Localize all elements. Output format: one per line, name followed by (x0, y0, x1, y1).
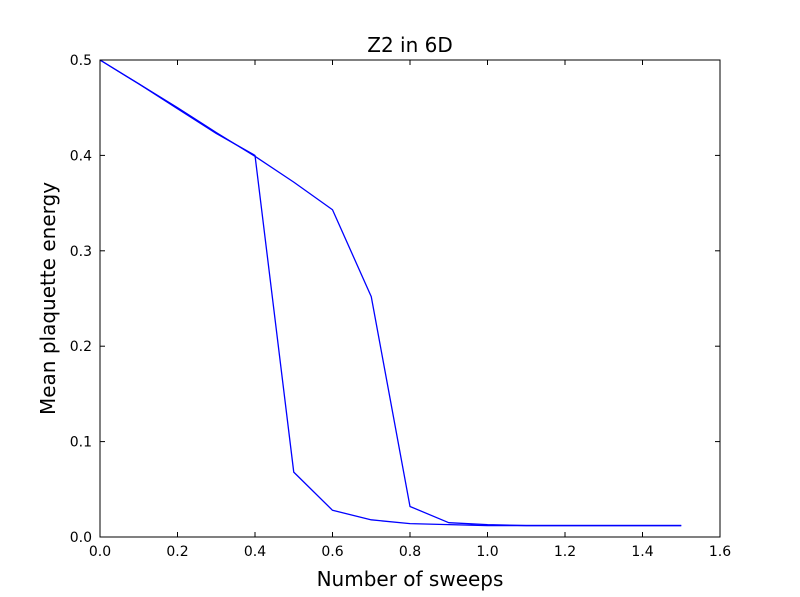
y-axis-ticks: 0.0 0.1 0.2 0.3 0.4 0.5 (70, 53, 720, 546)
series-line-2 (99, 59, 682, 527)
x-tick-label: 0.8 (399, 544, 421, 560)
y-tick-label: 0.3 (70, 244, 92, 260)
x-tick-label: 1.0 (476, 544, 498, 560)
x-tick-label: 1.2 (554, 544, 576, 560)
y-tick-label: 0.0 (70, 530, 92, 546)
y-tick-label: 0.2 (70, 339, 92, 355)
x-tick-label: 1.6 (709, 544, 731, 560)
chart-title: Z2 in 6D (367, 33, 453, 57)
y-tick-label: 0.1 (70, 435, 92, 451)
x-tick-label: 0.2 (166, 544, 188, 560)
x-tick-label: 0.6 (321, 544, 343, 560)
x-axis-label: Number of sweeps (317, 567, 504, 591)
x-tick-label: 0.0 (89, 544, 111, 560)
y-axis-label: Mean plaquette energy (36, 182, 60, 415)
series-layer (99, 59, 682, 527)
y-tick-label: 0.4 (70, 148, 92, 164)
x-tick-label: 0.4 (244, 544, 266, 560)
plot-background (100, 60, 720, 537)
x-tick-label: 1.4 (631, 544, 653, 560)
x-axis-ticks: 0.0 0.2 0.4 0.6 0.8 1.0 1.2 1.4 1.6 (89, 60, 731, 560)
y-tick-label: 0.5 (70, 53, 92, 69)
